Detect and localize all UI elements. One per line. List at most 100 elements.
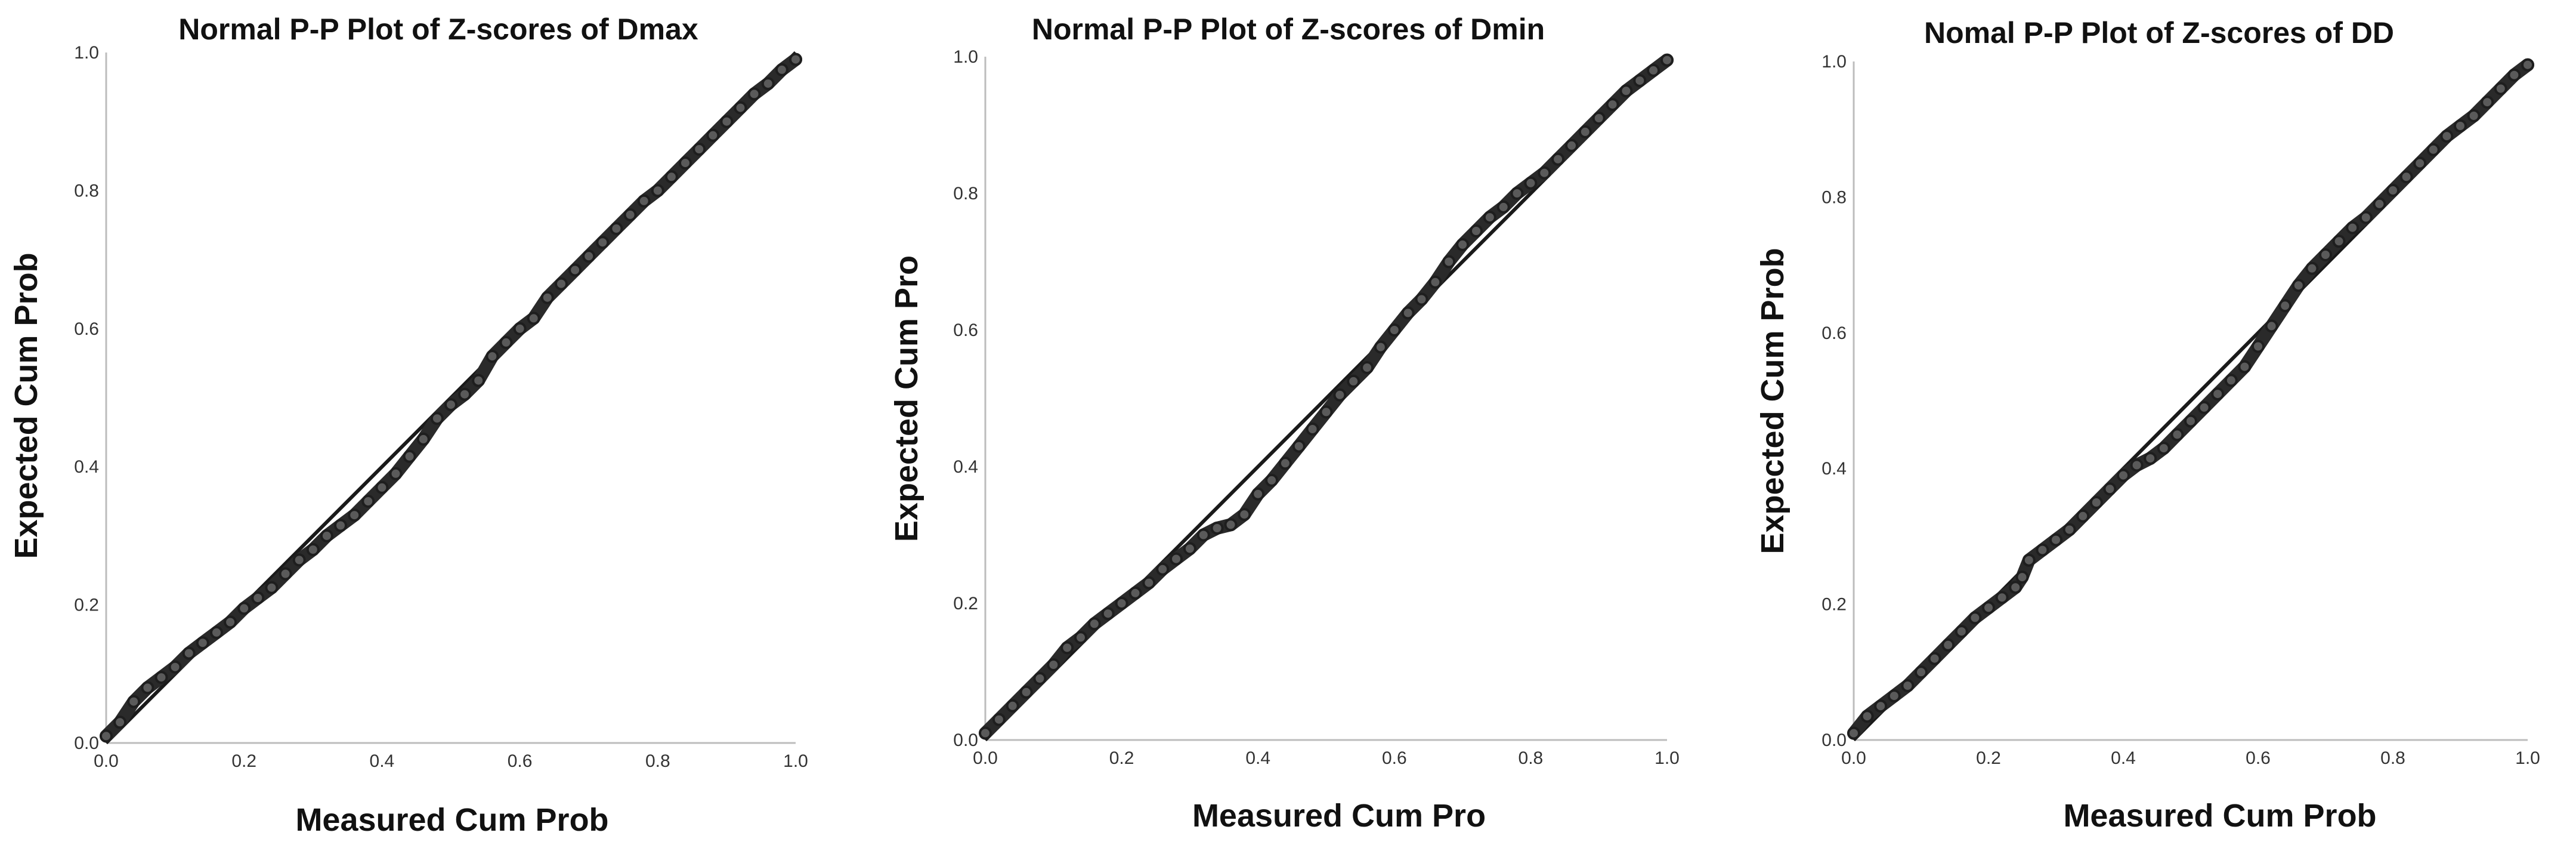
y-tick-label: 0.4 bbox=[953, 457, 978, 477]
data-point bbox=[361, 495, 375, 508]
x-tick-label: 1.0 bbox=[783, 751, 808, 771]
x-tick-label: 0.2 bbox=[1109, 748, 1134, 768]
tick-labels: 0.00.0 0.2 0.2 0.4 0.4 0.6 0.6 0.8 0.8 1.0 1.0 bbox=[74, 43, 808, 771]
data-point bbox=[458, 387, 472, 401]
data-point bbox=[2015, 571, 2029, 584]
pp-plot-dmax: Normal P-P Plot of Z-scores of Dmax Meas… bbox=[0, 0, 835, 848]
plot-background bbox=[0, 0, 835, 848]
data-point bbox=[1887, 689, 1901, 703]
data-point bbox=[582, 249, 596, 263]
x-tick-label: 0.8 bbox=[2380, 748, 2405, 768]
data-point bbox=[2494, 82, 2507, 95]
data-point bbox=[210, 625, 223, 639]
data-point bbox=[679, 156, 692, 170]
data-point bbox=[637, 194, 651, 208]
data-point bbox=[1033, 672, 1047, 685]
pp-plot-dmin: Normal P-P Plot of Z-scores of Dmin Meas… bbox=[859, 0, 1718, 848]
x-tick-label: 0.8 bbox=[1519, 748, 1544, 768]
data-point bbox=[1074, 631, 1087, 645]
data-point bbox=[265, 581, 279, 594]
y-tick-label: 0.4 bbox=[74, 457, 99, 477]
data-point bbox=[1170, 552, 1183, 566]
data-point bbox=[1019, 685, 1033, 699]
x-tick-label: 0.4 bbox=[370, 751, 395, 771]
y-tick-label: 0.8 bbox=[74, 181, 99, 201]
data-point bbox=[1347, 374, 1360, 388]
data-point bbox=[1928, 652, 1941, 665]
y-axis-title: Expected Cum Prob bbox=[1755, 248, 1790, 554]
data-point bbox=[168, 660, 182, 674]
data-point bbox=[1101, 607, 1115, 621]
data-point bbox=[1128, 586, 1142, 600]
data-point bbox=[2399, 170, 2413, 184]
data-point bbox=[1047, 658, 1060, 671]
data-point bbox=[1995, 591, 2009, 605]
data-point bbox=[389, 467, 403, 480]
chart-title: Normal P-P Plot of Z-scores of Dmax bbox=[178, 13, 698, 46]
data-point bbox=[499, 335, 513, 349]
data-point bbox=[2089, 496, 2103, 509]
data-point bbox=[2373, 197, 2386, 211]
data-point bbox=[1251, 487, 1265, 501]
data-point bbox=[196, 636, 209, 650]
data-point bbox=[2184, 414, 2197, 428]
y-tick-label: 0.0 bbox=[74, 733, 99, 753]
data-point bbox=[2467, 109, 2481, 122]
data-point bbox=[1968, 611, 1982, 625]
data-point bbox=[2022, 553, 2036, 567]
data-trace bbox=[1847, 58, 2534, 740]
y-tick-label: 0.0 bbox=[953, 730, 978, 750]
y-axis-title: Expected Cum Prob bbox=[8, 252, 44, 559]
data-point bbox=[1483, 211, 1496, 224]
x-tick-label: 0.0 bbox=[973, 748, 998, 768]
data-points bbox=[979, 53, 1674, 740]
data-point bbox=[568, 263, 582, 277]
data-point bbox=[555, 277, 568, 291]
y-tick-label: 1.0 bbox=[1822, 52, 1847, 72]
data-point bbox=[306, 543, 320, 556]
data-point bbox=[610, 222, 623, 235]
data-point bbox=[1524, 176, 1538, 190]
data-point bbox=[472, 374, 485, 387]
data-point bbox=[1060, 641, 1074, 655]
data-point bbox=[1915, 665, 1928, 679]
x-tick-label: 0.4 bbox=[2111, 748, 2136, 768]
x-tick-label: 1.0 bbox=[2515, 748, 2540, 768]
data-point bbox=[444, 398, 457, 412]
data-point bbox=[1647, 63, 1660, 77]
data-point bbox=[2211, 387, 2225, 401]
y-tick-label: 1.0 bbox=[953, 47, 978, 67]
y-tick-label: 0.6 bbox=[953, 320, 978, 340]
data-point bbox=[2413, 156, 2427, 170]
data-point bbox=[348, 508, 361, 522]
data-point bbox=[692, 143, 706, 156]
data-point bbox=[100, 729, 113, 743]
data-point bbox=[1333, 388, 1347, 402]
data-point bbox=[2103, 482, 2117, 496]
data-point bbox=[182, 646, 196, 660]
data-point bbox=[1278, 457, 1292, 470]
x-tick-label: 0.2 bbox=[231, 751, 256, 771]
x-tick-label: 0.6 bbox=[2246, 748, 2271, 768]
data-point bbox=[2009, 581, 2023, 594]
data-point bbox=[1006, 699, 1019, 713]
data-point bbox=[775, 63, 788, 76]
data-point bbox=[1874, 699, 1888, 713]
data-point bbox=[1660, 53, 1674, 67]
data-point bbox=[2197, 400, 2211, 414]
data-point bbox=[2076, 509, 2090, 523]
data-point bbox=[761, 77, 775, 91]
data-point bbox=[2049, 533, 2062, 547]
y-tick-label: 0.8 bbox=[1822, 187, 1847, 207]
x-tick-label: 0.6 bbox=[508, 751, 533, 771]
data-point bbox=[992, 713, 1006, 726]
data-point bbox=[1538, 166, 1551, 180]
data-point bbox=[1428, 275, 1442, 289]
y-tick-label: 0.6 bbox=[74, 319, 99, 339]
data-point bbox=[1633, 74, 1647, 88]
data-point bbox=[2265, 319, 2278, 333]
data-point bbox=[747, 87, 761, 101]
data-point bbox=[1456, 238, 1470, 251]
data-point bbox=[1860, 710, 1874, 723]
chart-title: Normal P-P Plot of Z-scores of Dmin bbox=[1032, 13, 1545, 46]
